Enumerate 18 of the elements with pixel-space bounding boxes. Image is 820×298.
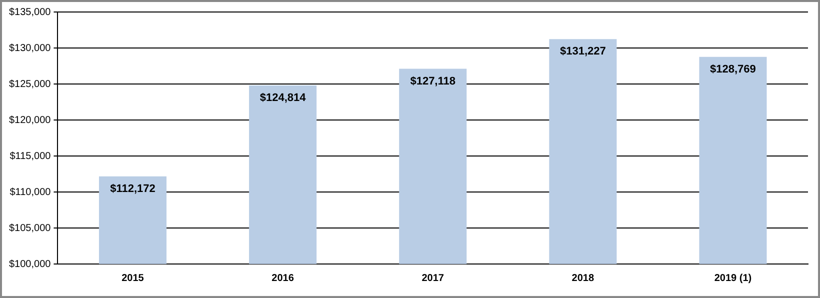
y-tick-label: $130,000: [8, 42, 52, 54]
data-label: $127,118: [410, 75, 456, 88]
x-tick-label: 2015: [122, 272, 144, 284]
y-tick-label: $110,000: [10, 186, 52, 198]
y-tick-label: $115,000: [10, 150, 52, 162]
data-label: $124,814: [260, 92, 307, 104]
y-tick-label: $120,000: [8, 114, 52, 126]
data-label: $131,227: [560, 46, 606, 58]
x-tick-label: 2019 (1): [714, 272, 752, 284]
x-tick-label: 2018: [572, 272, 594, 284]
y-tick-label: $105,000: [8, 222, 52, 234]
y-tick-label: $135,000: [8, 6, 52, 18]
x-tick-label: 2017: [422, 272, 444, 284]
data-label: $112,172: [110, 182, 156, 195]
x-tick-label: 2016: [272, 272, 294, 284]
data-label: $128,769: [710, 63, 756, 76]
y-tick-label: $125,000: [8, 78, 52, 90]
y-tick-label: $100,000: [8, 258, 52, 270]
